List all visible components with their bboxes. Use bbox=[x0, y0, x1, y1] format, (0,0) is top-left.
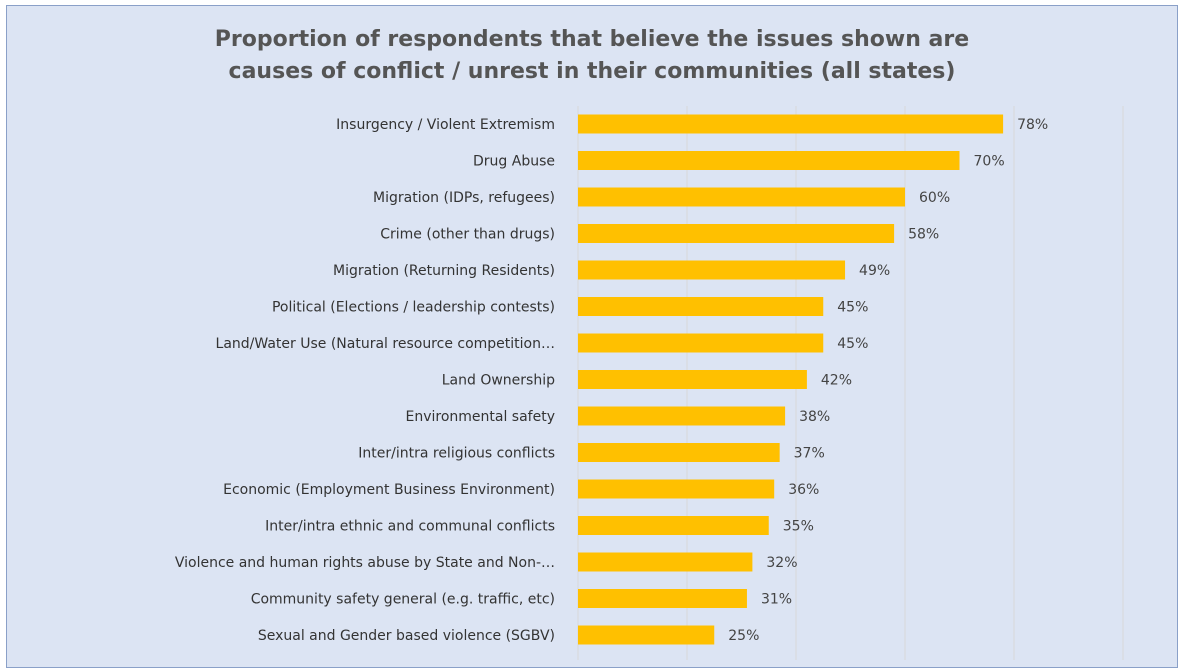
category-label: Crime (other than drugs) bbox=[380, 227, 555, 243]
category-label: Economic (Employment Business Environmen… bbox=[223, 482, 555, 498]
bar bbox=[578, 260, 846, 280]
data-label: 32% bbox=[766, 555, 797, 571]
category-label: Land/Water Use (Natural resource competi… bbox=[216, 336, 555, 352]
bar bbox=[578, 479, 775, 499]
data-label: 58% bbox=[908, 227, 939, 243]
data-label: 35% bbox=[783, 519, 814, 535]
data-label: 78% bbox=[1017, 117, 1048, 133]
category-label: Inter/intra religious conflicts bbox=[358, 446, 555, 462]
bar bbox=[578, 333, 824, 353]
data-label: 49% bbox=[859, 263, 890, 279]
bar bbox=[578, 297, 824, 316]
bars: Insurgency / Violent Extremism 78% Drug Ab… bbox=[175, 114, 1048, 645]
data-label: 70% bbox=[974, 154, 1005, 170]
chart-title: Proportion of respondents that believe t… bbox=[214, 27, 970, 84]
bar bbox=[578, 516, 769, 535]
category-label: Migration (IDPs, refugees) bbox=[373, 190, 555, 206]
bar bbox=[578, 370, 807, 389]
data-label: 36% bbox=[788, 482, 819, 498]
bar bbox=[578, 589, 747, 608]
category-label: Political (Elections / leadership contes… bbox=[272, 300, 555, 316]
data-label: 37% bbox=[794, 446, 825, 462]
data-label: 38% bbox=[799, 409, 830, 425]
category-label: Land Ownership bbox=[442, 373, 555, 389]
bar bbox=[578, 224, 895, 243]
bar bbox=[578, 552, 753, 572]
category-label: Community safety general (e.g. traffic, … bbox=[251, 592, 555, 608]
data-label: 25% bbox=[728, 628, 759, 644]
category-label: Violence and human rights abuse by State… bbox=[175, 555, 555, 571]
bar bbox=[578, 187, 905, 207]
category-label: Migration (Returning Residents) bbox=[333, 263, 555, 279]
category-label: Drug Abuse bbox=[473, 154, 555, 170]
category-label: Sexual and Gender based violence (SGBV) bbox=[258, 628, 555, 644]
bar bbox=[578, 625, 715, 645]
data-label: 60% bbox=[919, 190, 950, 206]
data-label: 31% bbox=[761, 592, 792, 608]
bar bbox=[578, 151, 960, 170]
data-label: 45% bbox=[837, 300, 868, 316]
data-label: 42% bbox=[821, 373, 852, 389]
category-label: Environmental safety bbox=[405, 409, 555, 425]
category-label: Inter/intra ethnic and communal conflict… bbox=[265, 519, 555, 535]
bar bbox=[578, 406, 786, 426]
bar bbox=[578, 114, 1004, 134]
category-label: Insurgency / Violent Extremism bbox=[336, 117, 555, 133]
data-label: 45% bbox=[837, 336, 868, 352]
bar bbox=[578, 443, 780, 462]
